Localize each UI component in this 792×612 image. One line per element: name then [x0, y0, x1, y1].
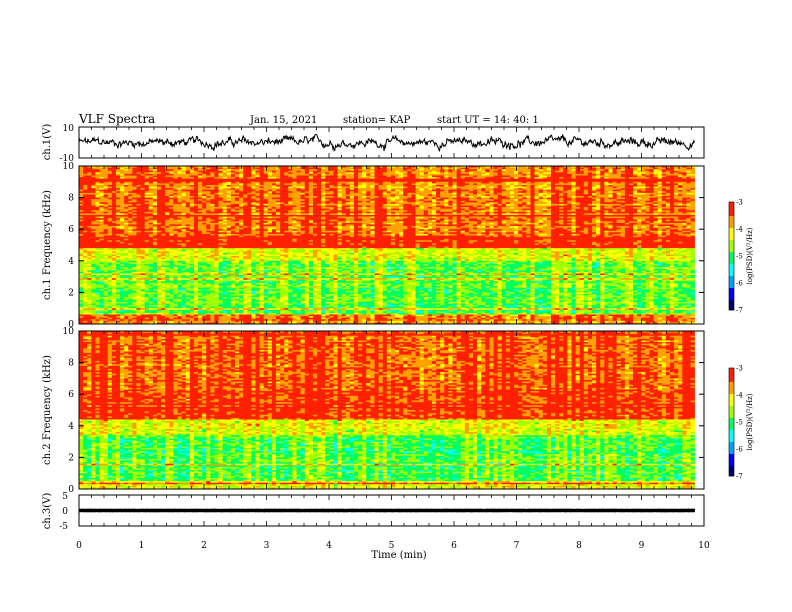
- ch1-waveform-ylabel: ch.1(V): [42, 124, 53, 161]
- start-time-label: start UT = 14: 40: 1: [437, 115, 539, 126]
- vlf-spectra-figure: VLF Spectra Jan. 15, 2021 station= KAP s…: [0, 0, 792, 612]
- ch1-waveform-plot: [79, 134, 695, 151]
- ch1-ytick-top: 10: [63, 124, 75, 134]
- ch1-spectrogram-plot: [79, 166, 695, 324]
- figure-title: VLF Spectra: [78, 112, 155, 126]
- date-label: Jan. 15, 2021: [249, 115, 317, 126]
- station-label: station= KAP: [343, 115, 411, 126]
- ch1-waveform-line: [79, 134, 695, 151]
